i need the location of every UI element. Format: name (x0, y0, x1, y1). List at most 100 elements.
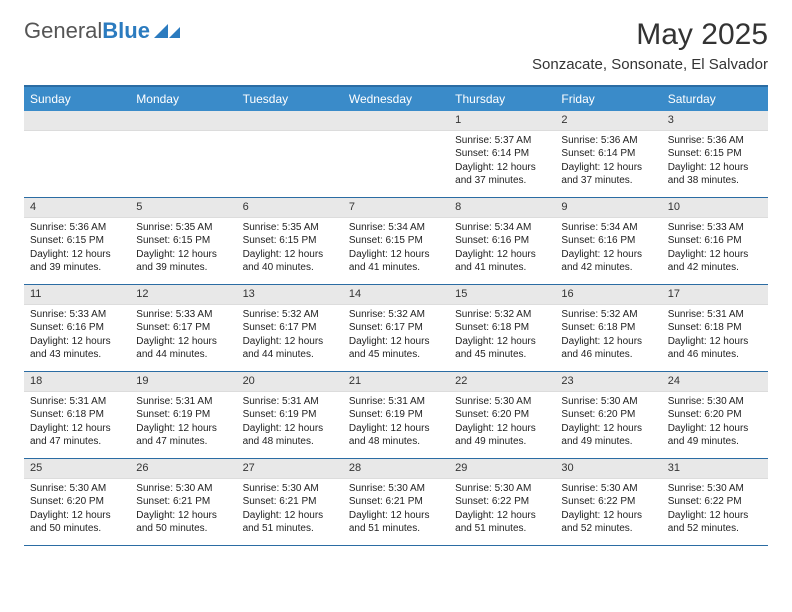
week-row: 4Sunrise: 5:36 AMSunset: 6:15 PMDaylight… (24, 198, 768, 285)
day-body: Sunrise: 5:37 AMSunset: 6:14 PMDaylight:… (449, 131, 555, 193)
day-body: Sunrise: 5:30 AMSunset: 6:20 PMDaylight:… (555, 392, 661, 454)
day-number: 7 (343, 198, 449, 218)
day-number: 9 (555, 198, 661, 218)
daylight-line: Daylight: 12 hours and 51 minutes. (243, 509, 337, 536)
day-cell: 16Sunrise: 5:32 AMSunset: 6:18 PMDayligh… (555, 285, 661, 371)
sunrise-line: Sunrise: 5:34 AM (349, 221, 443, 235)
day-body: Sunrise: 5:32 AMSunset: 6:17 PMDaylight:… (237, 305, 343, 367)
day-number: 24 (662, 372, 768, 392)
sunset-line: Sunset: 6:20 PM (30, 495, 124, 509)
daylight-line: Daylight: 12 hours and 37 minutes. (455, 161, 549, 188)
sunrise-line: Sunrise: 5:36 AM (561, 134, 655, 148)
day-number: 18 (24, 372, 130, 392)
sunset-line: Sunset: 6:14 PM (455, 147, 549, 161)
weekday-header: Thursday (449, 87, 555, 111)
day-cell: 8Sunrise: 5:34 AMSunset: 6:16 PMDaylight… (449, 198, 555, 284)
sunrise-line: Sunrise: 5:30 AM (668, 482, 762, 496)
daylight-line: Daylight: 12 hours and 45 minutes. (349, 335, 443, 362)
sunset-line: Sunset: 6:15 PM (30, 234, 124, 248)
sunrise-line: Sunrise: 5:35 AM (136, 221, 230, 235)
sunrise-line: Sunrise: 5:32 AM (243, 308, 337, 322)
sunset-line: Sunset: 6:17 PM (349, 321, 443, 335)
sunset-line: Sunset: 6:15 PM (668, 147, 762, 161)
day-body: Sunrise: 5:31 AMSunset: 6:18 PMDaylight:… (662, 305, 768, 367)
sunrise-line: Sunrise: 5:32 AM (349, 308, 443, 322)
sunrise-line: Sunrise: 5:30 AM (455, 395, 549, 409)
sunrise-line: Sunrise: 5:31 AM (668, 308, 762, 322)
day-number: 10 (662, 198, 768, 218)
day-number: 13 (237, 285, 343, 305)
daylight-line: Daylight: 12 hours and 43 minutes. (30, 335, 124, 362)
day-body: Sunrise: 5:30 AMSunset: 6:21 PMDaylight:… (237, 479, 343, 541)
day-number: 14 (343, 285, 449, 305)
calendar: Sunday Monday Tuesday Wednesday Thursday… (24, 85, 768, 546)
daylight-line: Daylight: 12 hours and 40 minutes. (243, 248, 337, 275)
empty-cell (237, 111, 343, 197)
day-cell: 3Sunrise: 5:36 AMSunset: 6:15 PMDaylight… (662, 111, 768, 197)
weekday-header: Sunday (24, 87, 130, 111)
sunset-line: Sunset: 6:17 PM (136, 321, 230, 335)
daylight-line: Daylight: 12 hours and 39 minutes. (30, 248, 124, 275)
day-body: Sunrise: 5:30 AMSunset: 6:20 PMDaylight:… (662, 392, 768, 454)
weekday-header: Saturday (662, 87, 768, 111)
sunrise-line: Sunrise: 5:32 AM (561, 308, 655, 322)
day-cell: 2Sunrise: 5:36 AMSunset: 6:14 PMDaylight… (555, 111, 661, 197)
brand-mark-icon (154, 18, 180, 44)
weekday-header: Tuesday (237, 87, 343, 111)
day-cell: 5Sunrise: 5:35 AMSunset: 6:15 PMDaylight… (130, 198, 236, 284)
sunset-line: Sunset: 6:21 PM (243, 495, 337, 509)
month-title: May 2025 (532, 18, 768, 52)
sunrise-line: Sunrise: 5:30 AM (561, 395, 655, 409)
sunset-line: Sunset: 6:21 PM (349, 495, 443, 509)
daylight-line: Daylight: 12 hours and 48 minutes. (349, 422, 443, 449)
sunset-line: Sunset: 6:19 PM (349, 408, 443, 422)
empty-day-bar (130, 111, 236, 131)
sunset-line: Sunset: 6:21 PM (136, 495, 230, 509)
empty-day-bar (237, 111, 343, 131)
day-cell: 28Sunrise: 5:30 AMSunset: 6:21 PMDayligh… (343, 459, 449, 545)
day-number: 29 (449, 459, 555, 479)
day-cell: 27Sunrise: 5:30 AMSunset: 6:21 PMDayligh… (237, 459, 343, 545)
sunrise-line: Sunrise: 5:37 AM (455, 134, 549, 148)
sunset-line: Sunset: 6:16 PM (455, 234, 549, 248)
sunset-line: Sunset: 6:14 PM (561, 147, 655, 161)
day-body: Sunrise: 5:31 AMSunset: 6:19 PMDaylight:… (237, 392, 343, 454)
day-body: Sunrise: 5:33 AMSunset: 6:16 PMDaylight:… (24, 305, 130, 367)
sunrise-line: Sunrise: 5:31 AM (349, 395, 443, 409)
day-cell: 30Sunrise: 5:30 AMSunset: 6:22 PMDayligh… (555, 459, 661, 545)
daylight-line: Daylight: 12 hours and 51 minutes. (455, 509, 549, 536)
day-body: Sunrise: 5:35 AMSunset: 6:15 PMDaylight:… (130, 218, 236, 280)
day-body: Sunrise: 5:30 AMSunset: 6:21 PMDaylight:… (343, 479, 449, 541)
daylight-line: Daylight: 12 hours and 42 minutes. (561, 248, 655, 275)
day-number: 25 (24, 459, 130, 479)
day-number: 22 (449, 372, 555, 392)
day-cell: 10Sunrise: 5:33 AMSunset: 6:16 PMDayligh… (662, 198, 768, 284)
sunset-line: Sunset: 6:18 PM (30, 408, 124, 422)
daylight-line: Daylight: 12 hours and 49 minutes. (455, 422, 549, 449)
day-body: Sunrise: 5:30 AMSunset: 6:22 PMDaylight:… (555, 479, 661, 541)
daylight-line: Daylight: 12 hours and 52 minutes. (561, 509, 655, 536)
day-cell: 23Sunrise: 5:30 AMSunset: 6:20 PMDayligh… (555, 372, 661, 458)
day-number: 19 (130, 372, 236, 392)
day-cell: 6Sunrise: 5:35 AMSunset: 6:15 PMDaylight… (237, 198, 343, 284)
empty-cell (130, 111, 236, 197)
sunset-line: Sunset: 6:15 PM (349, 234, 443, 248)
sunset-line: Sunset: 6:18 PM (455, 321, 549, 335)
sunrise-line: Sunrise: 5:30 AM (455, 482, 549, 496)
day-cell: 4Sunrise: 5:36 AMSunset: 6:15 PMDaylight… (24, 198, 130, 284)
daylight-line: Daylight: 12 hours and 49 minutes. (668, 422, 762, 449)
sunset-line: Sunset: 6:20 PM (561, 408, 655, 422)
weekday-header: Monday (130, 87, 236, 111)
daylight-line: Daylight: 12 hours and 50 minutes. (30, 509, 124, 536)
header: GeneralBlue May 2025 Sonzacate, Sonsonat… (0, 0, 792, 77)
daylight-line: Daylight: 12 hours and 44 minutes. (136, 335, 230, 362)
day-cell: 20Sunrise: 5:31 AMSunset: 6:19 PMDayligh… (237, 372, 343, 458)
day-body: Sunrise: 5:32 AMSunset: 6:18 PMDaylight:… (555, 305, 661, 367)
day-number: 1 (449, 111, 555, 131)
day-number: 30 (555, 459, 661, 479)
daylight-line: Daylight: 12 hours and 52 minutes. (668, 509, 762, 536)
sunset-line: Sunset: 6:20 PM (668, 408, 762, 422)
daylight-line: Daylight: 12 hours and 51 minutes. (349, 509, 443, 536)
day-number: 21 (343, 372, 449, 392)
week-row: 1Sunrise: 5:37 AMSunset: 6:14 PMDaylight… (24, 111, 768, 198)
